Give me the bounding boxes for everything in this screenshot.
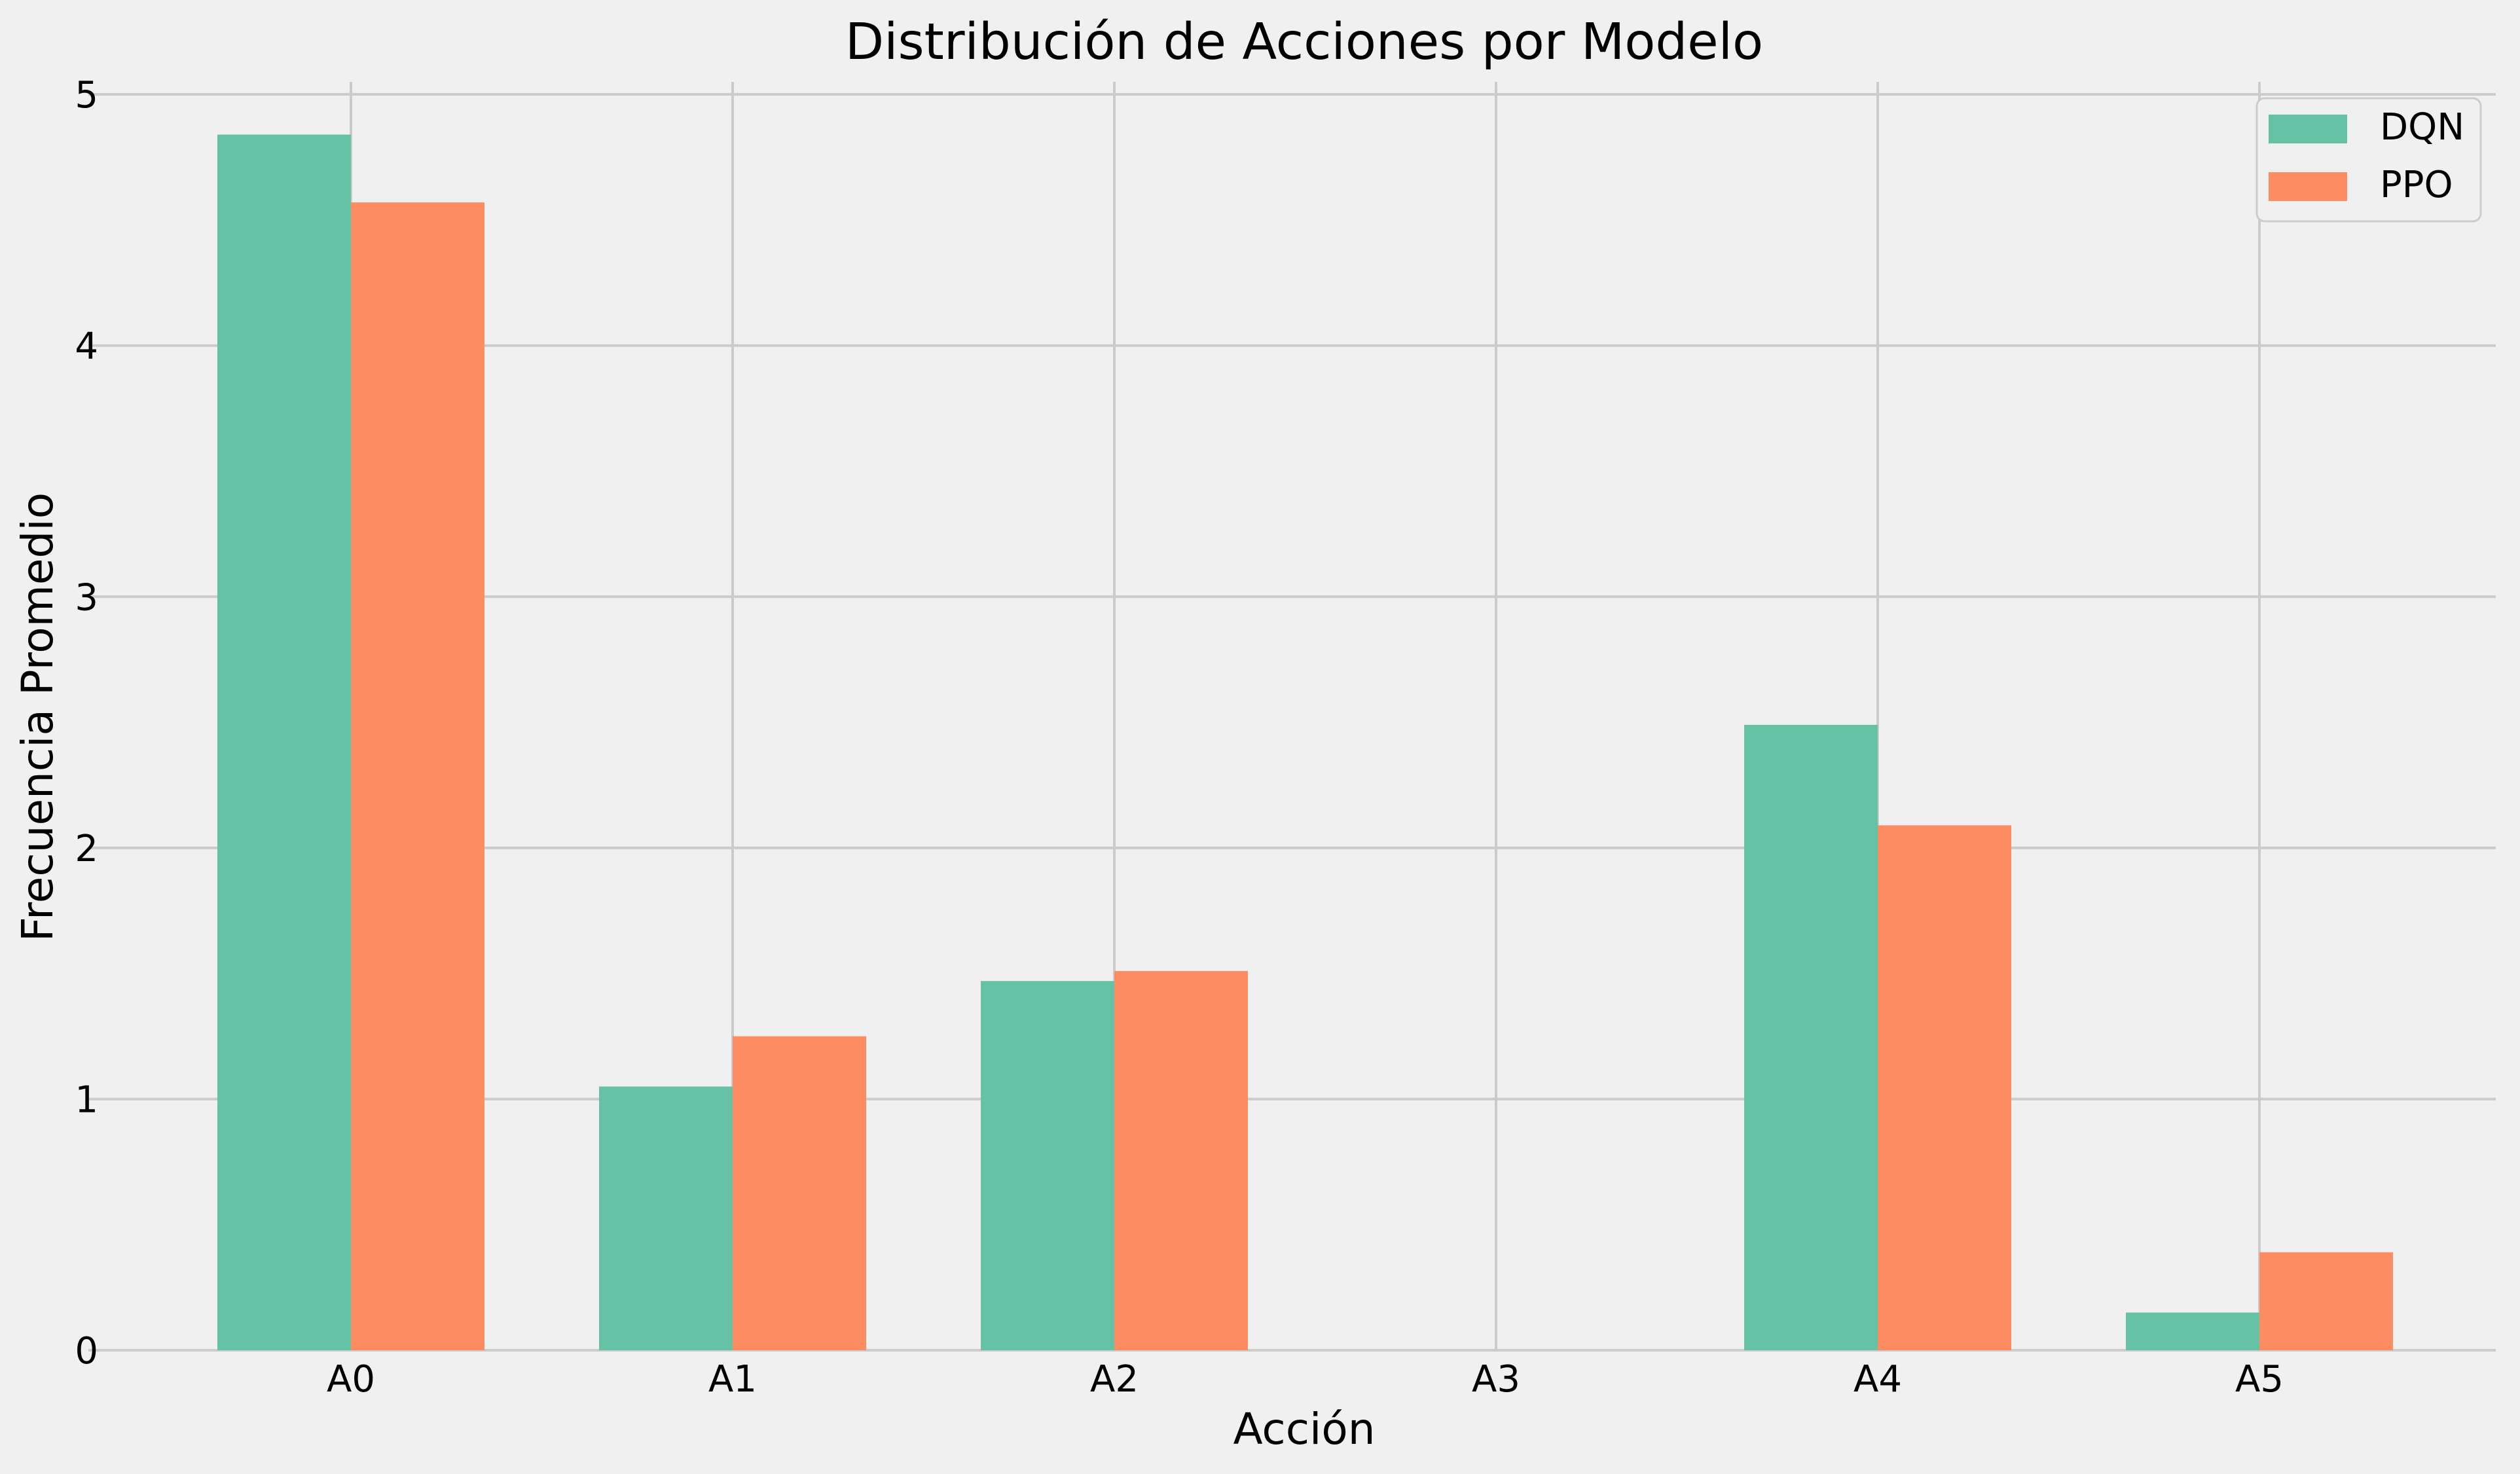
x-tick-label: A1	[708, 1358, 757, 1401]
x-tick-label: A5	[2235, 1358, 2284, 1401]
bar-dqn-a0	[217, 134, 351, 1351]
x-tick-label: A3	[1472, 1358, 1520, 1401]
legend: DQN PPO	[2255, 97, 2482, 223]
y-tick-label: 1	[75, 1078, 98, 1121]
y-axis-title: Frecuencia Promedio	[12, 492, 63, 942]
chart-title: Distribución de Acciones por Modelo	[845, 13, 1763, 71]
bars	[217, 134, 2393, 1351]
y-tick-label: 0	[75, 1330, 98, 1373]
legend-swatch-ppo	[2269, 172, 2347, 201]
legend-label-dqn: DQN	[2380, 106, 2464, 149]
bar-dqn-a5	[2126, 1312, 2259, 1350]
bar-ppo-a4	[1878, 825, 2011, 1350]
bar-ppo-a5	[2259, 1252, 2393, 1350]
x-tick-labels: A0 A1 A2 A3 A4 A5	[327, 1358, 2284, 1401]
legend-label-ppo: PPO	[2380, 164, 2453, 206]
legend-swatch-dqn	[2269, 115, 2347, 143]
bar-dqn-a2	[981, 981, 1114, 1350]
x-tick-label: A0	[327, 1358, 375, 1401]
y-tick-label: 4	[75, 325, 98, 368]
y-tick-label: 5	[75, 74, 98, 117]
y-tick-label: 2	[75, 828, 98, 870]
bar-ppo-a2	[1114, 970, 1248, 1350]
bar-ppo-a1	[733, 1036, 866, 1350]
x-axis-title: Acción	[1233, 1404, 1375, 1454]
y-tick-label: 3	[75, 576, 98, 619]
x-tick-label: A2	[1090, 1358, 1139, 1401]
bar-dqn-a1	[599, 1086, 733, 1350]
bar-dqn-a4	[1744, 724, 1878, 1350]
y-tick-labels: 0 1 2 3 4 5	[75, 74, 98, 1373]
bar-ppo-a0	[351, 202, 484, 1351]
x-tick-label: A4	[1853, 1358, 1902, 1401]
